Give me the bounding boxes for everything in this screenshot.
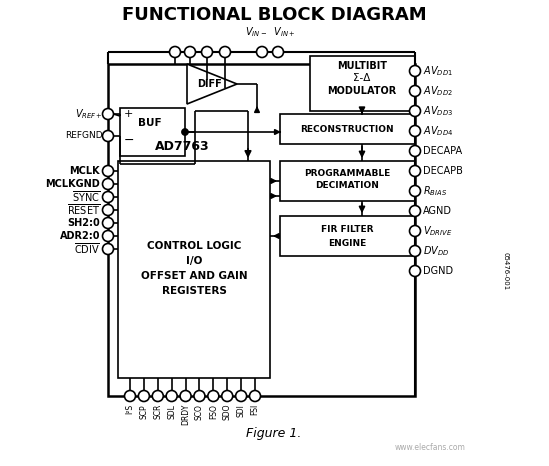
Text: Σ-Δ: Σ-Δ bbox=[354, 73, 371, 83]
Text: $\overline{\mathrm{RESET}}$: $\overline{\mathrm{RESET}}$ bbox=[67, 203, 100, 218]
Text: SDI: SDI bbox=[237, 404, 245, 417]
Circle shape bbox=[182, 129, 188, 136]
Circle shape bbox=[410, 125, 421, 137]
Circle shape bbox=[410, 105, 421, 116]
Circle shape bbox=[103, 192, 114, 203]
Text: DECIMATION: DECIMATION bbox=[315, 181, 379, 191]
Text: SCO: SCO bbox=[195, 404, 204, 420]
Text: www.elecfans.com: www.elecfans.com bbox=[395, 444, 466, 452]
Text: ADR2:0: ADR2:0 bbox=[59, 231, 100, 241]
Bar bbox=[310, 56, 415, 111]
Text: FUNCTIONAL BLOCK DIAGRAM: FUNCTIONAL BLOCK DIAGRAM bbox=[122, 6, 427, 24]
Circle shape bbox=[410, 246, 421, 256]
Circle shape bbox=[166, 391, 177, 402]
Circle shape bbox=[194, 391, 205, 402]
Circle shape bbox=[249, 391, 260, 402]
Text: −: − bbox=[124, 133, 135, 146]
Circle shape bbox=[222, 391, 233, 402]
Bar bbox=[108, 64, 415, 396]
Bar bbox=[120, 108, 185, 156]
Text: SCR: SCR bbox=[153, 404, 163, 419]
Text: $R_{BIAS}$: $R_{BIAS}$ bbox=[423, 184, 447, 198]
Text: $DV_{DD}$: $DV_{DD}$ bbox=[423, 244, 449, 258]
Circle shape bbox=[410, 226, 421, 237]
Text: $V_{REF+}$: $V_{REF+}$ bbox=[75, 107, 103, 121]
Text: RECONSTRUCTION: RECONSTRUCTION bbox=[300, 124, 394, 133]
Polygon shape bbox=[187, 64, 237, 104]
Text: FSO: FSO bbox=[209, 404, 218, 419]
Text: SDL: SDL bbox=[167, 404, 176, 419]
Circle shape bbox=[180, 391, 191, 402]
Circle shape bbox=[236, 391, 247, 402]
Circle shape bbox=[103, 165, 114, 177]
Circle shape bbox=[103, 231, 114, 241]
Circle shape bbox=[103, 109, 114, 119]
Circle shape bbox=[138, 391, 149, 402]
Circle shape bbox=[410, 85, 421, 96]
Circle shape bbox=[201, 47, 212, 57]
Text: BUF: BUF bbox=[138, 118, 162, 128]
Text: OFFSET AND GAIN: OFFSET AND GAIN bbox=[141, 271, 247, 281]
Circle shape bbox=[103, 205, 114, 215]
Text: $AV_{DD4}$: $AV_{DD4}$ bbox=[423, 124, 453, 138]
Circle shape bbox=[220, 47, 231, 57]
Text: Figure 1.: Figure 1. bbox=[247, 427, 302, 440]
Circle shape bbox=[256, 47, 267, 57]
Circle shape bbox=[152, 391, 163, 402]
Circle shape bbox=[410, 206, 421, 217]
Bar bbox=[280, 216, 415, 256]
Text: PROGRAMMABLE: PROGRAMMABLE bbox=[304, 169, 390, 178]
Circle shape bbox=[410, 165, 421, 177]
Text: MULTIBIT: MULTIBIT bbox=[337, 61, 387, 71]
Text: 05476-001: 05476-001 bbox=[502, 252, 508, 290]
Text: DGND: DGND bbox=[423, 266, 453, 276]
Text: $AV_{DD1}$: $AV_{DD1}$ bbox=[423, 64, 453, 78]
Text: I²S: I²S bbox=[126, 404, 135, 414]
Text: DECAPB: DECAPB bbox=[423, 166, 463, 176]
Circle shape bbox=[410, 266, 421, 276]
Text: DECAPA: DECAPA bbox=[423, 146, 462, 156]
Circle shape bbox=[208, 391, 219, 402]
Bar bbox=[280, 161, 415, 201]
Circle shape bbox=[103, 218, 114, 228]
Circle shape bbox=[170, 47, 181, 57]
Text: $V_{DRIVE}$: $V_{DRIVE}$ bbox=[423, 224, 452, 238]
Text: SDO: SDO bbox=[223, 404, 232, 420]
Text: $AV_{DD2}$: $AV_{DD2}$ bbox=[423, 84, 453, 98]
Text: MODULATOR: MODULATOR bbox=[327, 86, 396, 96]
Text: I/O: I/O bbox=[186, 256, 202, 266]
Circle shape bbox=[410, 185, 421, 197]
Text: SCP: SCP bbox=[139, 404, 148, 418]
Circle shape bbox=[103, 178, 114, 190]
Text: $\overline{\mathrm{SYNC}}$: $\overline{\mathrm{SYNC}}$ bbox=[72, 190, 100, 205]
Circle shape bbox=[410, 145, 421, 157]
Text: $V_{IN-}$  $V_{IN+}$: $V_{IN-}$ $V_{IN+}$ bbox=[245, 25, 295, 39]
Text: REGISTERS: REGISTERS bbox=[161, 286, 226, 296]
Text: AGND: AGND bbox=[423, 206, 452, 216]
Bar bbox=[280, 114, 415, 144]
Circle shape bbox=[103, 244, 114, 254]
Bar bbox=[118, 161, 270, 378]
Circle shape bbox=[184, 47, 195, 57]
Text: DIFF: DIFF bbox=[197, 79, 221, 89]
Text: SH2:0: SH2:0 bbox=[67, 218, 100, 228]
Text: DRDY: DRDY bbox=[181, 404, 190, 425]
Text: CONTROL LOGIC: CONTROL LOGIC bbox=[147, 241, 241, 251]
Circle shape bbox=[103, 130, 114, 142]
Text: $AV_{DD3}$: $AV_{DD3}$ bbox=[423, 104, 453, 118]
Text: ENGINE: ENGINE bbox=[328, 240, 366, 248]
Text: AD7763: AD7763 bbox=[155, 139, 210, 152]
Text: MCLKGND: MCLKGND bbox=[45, 179, 100, 189]
Text: FIR FILTER: FIR FILTER bbox=[321, 226, 373, 234]
Text: MCLK: MCLK bbox=[69, 166, 100, 176]
Circle shape bbox=[410, 66, 421, 76]
Text: FSI: FSI bbox=[250, 404, 260, 415]
Text: +: + bbox=[124, 109, 133, 119]
Text: $\overline{\mathrm{CDIV}}$: $\overline{\mathrm{CDIV}}$ bbox=[74, 241, 100, 256]
Text: REFGND: REFGND bbox=[65, 131, 103, 141]
Circle shape bbox=[125, 391, 136, 402]
Circle shape bbox=[272, 47, 283, 57]
